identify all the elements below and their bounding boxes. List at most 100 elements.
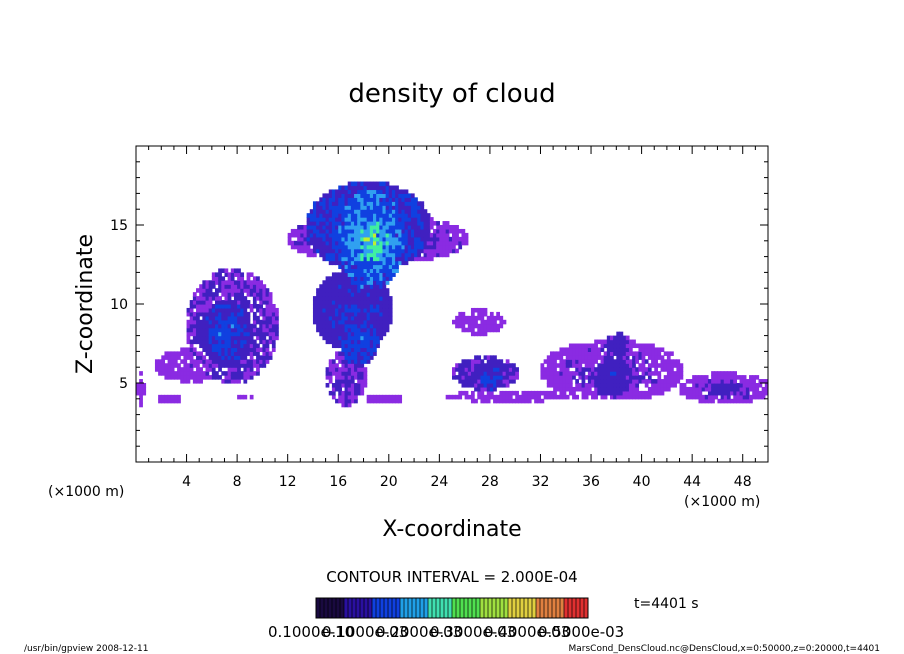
density-cell — [331, 304, 336, 309]
density-cell — [575, 379, 579, 384]
density-cell — [698, 386, 703, 392]
density-cell — [224, 375, 229, 380]
density-cell — [265, 331, 270, 337]
density-cell — [578, 383, 583, 388]
contour-interval-label: CONTOUR INTERVAL = 2.000E-04 — [326, 568, 577, 586]
density-cell — [483, 355, 488, 360]
density-cell — [347, 315, 352, 321]
density-cell — [227, 339, 232, 345]
density-cell — [455, 232, 459, 238]
density-cell — [335, 213, 339, 218]
density-cell — [436, 252, 440, 258]
density-cell — [331, 252, 336, 258]
density-cell — [534, 398, 538, 404]
density-cell — [369, 236, 374, 242]
density-cell — [208, 296, 213, 301]
density-cell — [322, 296, 327, 301]
colorbar-segment — [360, 598, 364, 618]
density-cell — [363, 232, 368, 238]
density-cell — [493, 355, 497, 360]
density-cell — [243, 304, 248, 309]
density-cell — [581, 375, 586, 380]
density-cell — [578, 347, 583, 352]
density-cell — [404, 213, 409, 218]
density-cell — [379, 256, 384, 262]
density-cell — [344, 363, 349, 368]
density-cell — [360, 386, 365, 392]
density-cell — [401, 205, 406, 210]
colorbar-segment — [536, 598, 540, 618]
density-cell — [467, 394, 472, 400]
density-cell — [341, 268, 346, 273]
density-cell — [455, 323, 459, 329]
density-cell — [325, 217, 330, 222]
density-cell — [221, 284, 226, 289]
density-cell — [215, 307, 219, 313]
density-cell — [297, 225, 301, 230]
density-cell — [218, 343, 222, 349]
density-cell — [221, 276, 226, 281]
density-cell — [331, 331, 336, 337]
density-cell — [357, 209, 361, 214]
density-cell — [189, 359, 194, 364]
density-cell — [493, 398, 497, 404]
density-cell — [230, 379, 235, 384]
density-cell — [319, 244, 324, 250]
density-cell — [546, 390, 551, 396]
density-cell — [376, 264, 380, 270]
density-cell — [379, 284, 384, 289]
density-cell — [199, 331, 203, 337]
density-cell — [249, 284, 254, 289]
density-cell — [379, 252, 384, 258]
density-cell — [316, 304, 320, 309]
colorbar-segment — [412, 598, 416, 618]
density-cell — [331, 197, 336, 202]
density-cell — [230, 347, 235, 352]
density-cell — [297, 244, 301, 250]
density-cell — [663, 375, 668, 380]
density-cell — [208, 359, 213, 364]
density-cell — [186, 355, 191, 360]
density-cell — [483, 323, 488, 329]
colorbar-frame — [315, 597, 589, 619]
density-cell — [224, 327, 229, 333]
density-cell — [363, 260, 368, 266]
density-cell — [354, 221, 358, 226]
density-cell — [625, 355, 630, 360]
density-cell — [189, 307, 194, 313]
density-cell — [369, 256, 374, 262]
density-cell — [319, 205, 324, 210]
density-cell — [256, 351, 260, 356]
density-cell — [328, 335, 333, 341]
density-cell — [322, 248, 327, 254]
density-cell — [240, 284, 245, 289]
density-cell — [350, 252, 355, 258]
density-cell — [328, 280, 333, 285]
density-cell — [202, 335, 207, 341]
density-cell — [363, 347, 368, 352]
density-cell — [549, 367, 554, 372]
colorbar-segment — [400, 598, 404, 618]
density-cell — [240, 351, 245, 356]
density-cell — [211, 276, 216, 281]
density-cell — [464, 383, 469, 388]
density-cell — [546, 371, 551, 376]
density-cell — [587, 383, 592, 388]
density-cell — [676, 375, 681, 380]
density-cell — [136, 383, 140, 388]
density-cell — [429, 221, 434, 226]
density-cell — [663, 383, 668, 388]
density-cell — [388, 307, 393, 313]
density-cell — [347, 252, 352, 258]
density-cell — [268, 351, 273, 356]
density-cell — [376, 300, 380, 305]
density-cell — [354, 225, 358, 230]
density-cell — [391, 225, 396, 230]
density-cell — [325, 280, 330, 285]
density-cell — [275, 315, 279, 321]
density-cell — [211, 351, 216, 356]
density-cell — [549, 359, 554, 364]
density-cell — [546, 355, 551, 360]
x-tick-label: 4 — [182, 474, 191, 490]
density-cell — [644, 390, 649, 396]
